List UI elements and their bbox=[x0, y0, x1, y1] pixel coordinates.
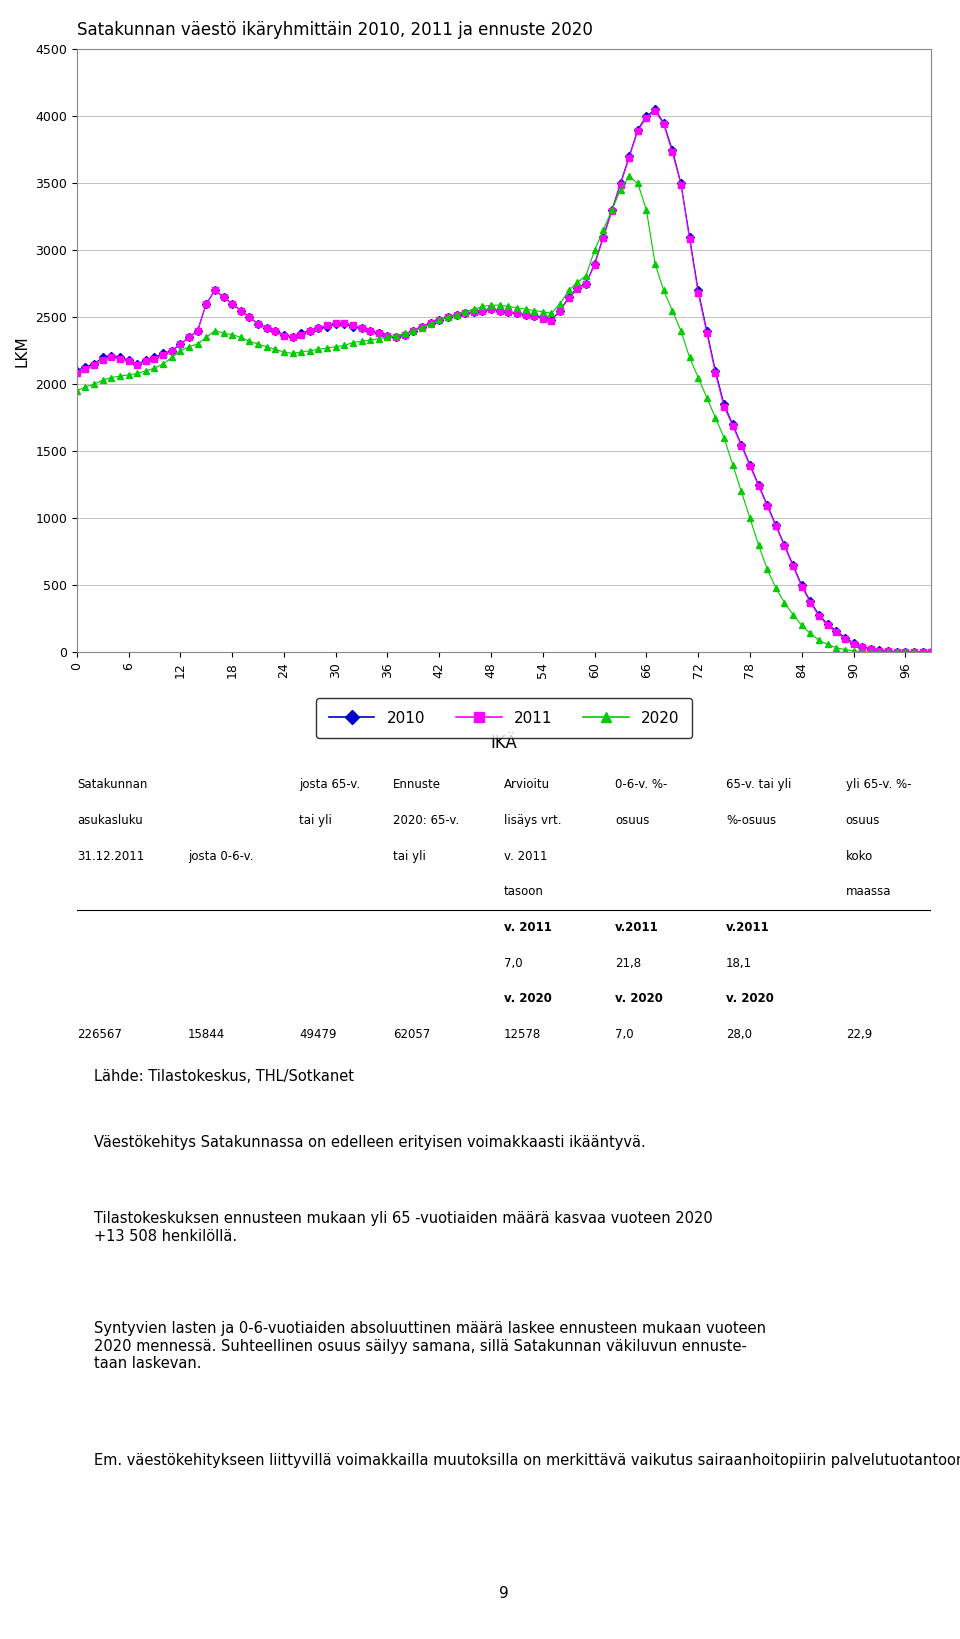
Text: 65-v. tai yli: 65-v. tai yli bbox=[726, 779, 791, 792]
2010 bbox=[891, 642, 902, 662]
2020 bbox=[140, 361, 152, 380]
Text: 62057: 62057 bbox=[393, 1028, 430, 1041]
2020 bbox=[882, 642, 894, 662]
2010 bbox=[270, 321, 281, 341]
Text: v. 2020: v. 2020 bbox=[615, 992, 663, 1005]
Text: yli 65-v. %-: yli 65-v. %- bbox=[846, 779, 911, 792]
Text: 0-6-v. %-: 0-6-v. %- bbox=[615, 779, 667, 792]
Text: v.2011: v.2011 bbox=[615, 921, 659, 934]
Text: koko: koko bbox=[846, 849, 873, 862]
Text: asukasluku: asukasluku bbox=[77, 815, 142, 828]
Text: Em. väestökehitykseen liittyvillä voimakkailla muutoksilla on merkittävä vaikutu: Em. väestökehitykseen liittyvillä voimak… bbox=[94, 1452, 960, 1467]
2020 bbox=[908, 642, 920, 662]
2011 bbox=[649, 102, 660, 121]
Text: Ennuste: Ennuste bbox=[393, 779, 441, 792]
Text: josta 0-6-v.: josta 0-6-v. bbox=[188, 849, 253, 862]
2011 bbox=[925, 642, 937, 662]
2010 bbox=[580, 274, 591, 293]
2020 bbox=[71, 382, 83, 402]
Y-axis label: LKM: LKM bbox=[14, 334, 30, 367]
2020 bbox=[123, 365, 134, 385]
Text: tasoon: tasoon bbox=[504, 885, 544, 898]
Text: 7,0: 7,0 bbox=[504, 957, 522, 970]
Text: v. 2011: v. 2011 bbox=[504, 921, 552, 934]
2010 bbox=[865, 639, 876, 659]
2020 bbox=[597, 220, 609, 239]
Text: tai yli: tai yli bbox=[299, 815, 332, 828]
Text: 49479: 49479 bbox=[299, 1028, 336, 1041]
Text: josta 65-v.: josta 65-v. bbox=[299, 779, 360, 792]
2010 bbox=[511, 303, 522, 323]
2010 bbox=[71, 361, 83, 380]
Text: Satakunnan väestö ikäryhmittäin 2010, 2011 ja ennuste 2020: Satakunnan väestö ikäryhmittäin 2010, 20… bbox=[77, 21, 592, 39]
Text: %-osuus: %-osuus bbox=[726, 815, 777, 828]
2011 bbox=[71, 364, 83, 384]
Text: v. 2020: v. 2020 bbox=[726, 992, 774, 1005]
2011 bbox=[865, 639, 876, 659]
Text: 12578: 12578 bbox=[504, 1028, 541, 1041]
Text: Arvioitu: Arvioitu bbox=[504, 779, 550, 792]
Text: 22,9: 22,9 bbox=[846, 1028, 872, 1041]
X-axis label: IKÄ: IKÄ bbox=[491, 734, 517, 752]
Text: osuus: osuus bbox=[615, 815, 650, 828]
Text: Tilastokeskuksen ennusteen mukaan yli 65 -vuotiaiden määrä kasvaa vuoteen 2020
+: Tilastokeskuksen ennusteen mukaan yli 65… bbox=[94, 1211, 712, 1244]
2010 bbox=[917, 642, 928, 662]
Text: Väestökehitys Satakunnassa on edelleen erityisen voimakkaasti ikääntyvä.: Väestökehitys Satakunnassa on edelleen e… bbox=[94, 1134, 646, 1149]
Text: 31.12.2011: 31.12.2011 bbox=[77, 849, 144, 862]
2020 bbox=[468, 300, 480, 320]
Text: 18,1: 18,1 bbox=[726, 957, 753, 970]
Line: 2010: 2010 bbox=[74, 107, 934, 656]
Text: v. 2011: v. 2011 bbox=[504, 849, 547, 862]
Text: 2020: 65-v.: 2020: 65-v. bbox=[393, 815, 459, 828]
Text: 21,8: 21,8 bbox=[615, 957, 641, 970]
Text: v.2011: v.2011 bbox=[726, 921, 770, 934]
Text: 7,0: 7,0 bbox=[615, 1028, 634, 1041]
2020 bbox=[623, 167, 635, 187]
2010 bbox=[649, 100, 660, 120]
Text: osuus: osuus bbox=[846, 815, 880, 828]
Text: Syntyvien lasten ja 0-6-vuotiaiden absoluuttinen määrä laskee ennusteen mukaan v: Syntyvien lasten ja 0-6-vuotiaiden absol… bbox=[94, 1321, 766, 1370]
2011 bbox=[270, 321, 281, 341]
2011 bbox=[580, 274, 591, 293]
Text: v. 2020: v. 2020 bbox=[504, 992, 552, 1005]
Text: maassa: maassa bbox=[846, 885, 891, 898]
2011 bbox=[235, 300, 247, 320]
2011 bbox=[917, 642, 928, 662]
Line: 2020: 2020 bbox=[74, 174, 917, 656]
2020 bbox=[718, 428, 730, 447]
2011 bbox=[511, 303, 522, 323]
Legend: 2010, 2011, 2020: 2010, 2011, 2020 bbox=[317, 698, 691, 738]
Text: 226567: 226567 bbox=[77, 1028, 122, 1041]
Text: Satakunnan: Satakunnan bbox=[77, 779, 147, 792]
Text: tai yli: tai yli bbox=[393, 849, 426, 862]
Text: 9: 9 bbox=[499, 1587, 509, 1601]
2020 bbox=[537, 302, 548, 321]
Line: 2011: 2011 bbox=[74, 108, 934, 656]
2010 bbox=[235, 300, 247, 320]
Text: Lähde: Tilastokeskus, THL/Sotkanet: Lähde: Tilastokeskus, THL/Sotkanet bbox=[94, 1069, 354, 1083]
Text: 15844: 15844 bbox=[188, 1028, 226, 1041]
Text: lisäys vrt.: lisäys vrt. bbox=[504, 815, 562, 828]
2010 bbox=[925, 642, 937, 662]
Text: 28,0: 28,0 bbox=[726, 1028, 752, 1041]
2011 bbox=[891, 642, 902, 662]
